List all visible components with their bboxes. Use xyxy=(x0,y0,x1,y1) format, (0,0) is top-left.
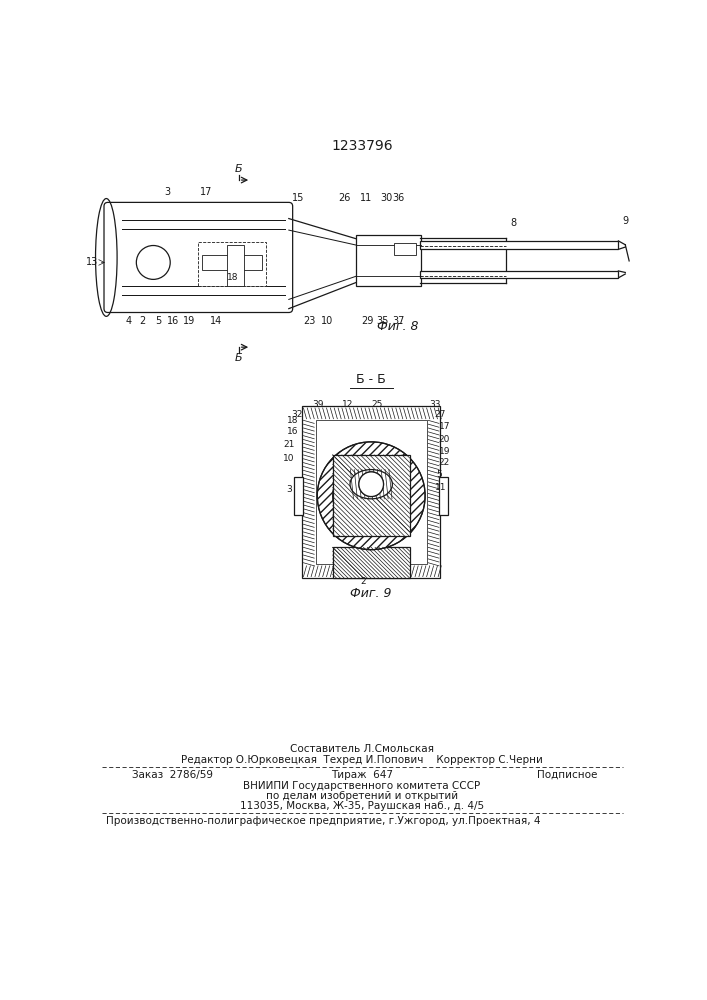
Text: 30: 30 xyxy=(380,193,392,203)
Text: 8: 8 xyxy=(510,218,517,228)
Text: 13: 13 xyxy=(86,257,98,267)
Bar xyxy=(439,477,448,515)
Text: Фиг. 9: Фиг. 9 xyxy=(351,587,392,600)
Text: 15: 15 xyxy=(292,193,304,203)
Text: 23: 23 xyxy=(303,316,316,326)
Text: 36: 36 xyxy=(392,193,404,203)
Text: 11: 11 xyxy=(360,193,372,203)
Bar xyxy=(316,420,426,564)
Text: 33: 33 xyxy=(429,400,441,409)
Text: 16: 16 xyxy=(167,316,180,326)
Text: 5: 5 xyxy=(436,470,442,479)
Text: 29: 29 xyxy=(361,316,373,326)
Text: 21: 21 xyxy=(283,440,295,449)
Text: 1233796: 1233796 xyxy=(331,139,393,153)
Text: ВНИИПИ Государственного комитета СССР: ВНИИПИ Государственного комитета СССР xyxy=(243,781,481,791)
Bar xyxy=(302,406,440,578)
Text: Производственно-полиграфическое предприятие, г.Ужгород, ул.Проектная, 4: Производственно-полиграфическое предприя… xyxy=(105,816,540,826)
Text: 3: 3 xyxy=(164,187,170,197)
Text: Б - Б: Б - Б xyxy=(356,373,386,386)
Text: Б: Б xyxy=(235,353,243,363)
Text: 27: 27 xyxy=(435,410,446,419)
Text: Б: Б xyxy=(235,164,243,174)
Ellipse shape xyxy=(350,470,392,499)
Text: 11: 11 xyxy=(435,483,446,492)
Text: 17: 17 xyxy=(199,187,212,197)
Bar xyxy=(201,255,262,270)
Text: Тираж  647: Тираж 647 xyxy=(331,770,393,780)
Text: по делам изобретений и открытий: по делам изобретений и открытий xyxy=(266,791,458,801)
Text: 25: 25 xyxy=(372,400,383,409)
Text: Подписное: Подписное xyxy=(537,770,597,780)
Bar xyxy=(333,455,409,536)
FancyBboxPatch shape xyxy=(104,202,293,312)
Bar xyxy=(294,477,303,515)
Text: 19: 19 xyxy=(182,316,195,326)
Text: 18: 18 xyxy=(287,416,298,425)
Bar xyxy=(395,243,416,255)
Text: Фиг. 8: Фиг. 8 xyxy=(378,320,419,333)
Text: 32: 32 xyxy=(291,410,302,419)
Text: Составитель Л.Смольская: Составитель Л.Смольская xyxy=(290,744,434,754)
Circle shape xyxy=(359,472,383,497)
Text: 5: 5 xyxy=(155,316,161,326)
Text: 26: 26 xyxy=(338,193,351,203)
Bar xyxy=(420,271,619,278)
Text: 3: 3 xyxy=(286,485,292,494)
Text: 10: 10 xyxy=(321,316,334,326)
Text: 39: 39 xyxy=(312,400,324,409)
Text: 14: 14 xyxy=(209,316,222,326)
Text: 19: 19 xyxy=(438,447,450,456)
Text: 16: 16 xyxy=(287,427,298,436)
Text: 113035, Москва, Ж-35, Раушская наб., д. 4/5: 113035, Москва, Ж-35, Раушская наб., д. … xyxy=(240,801,484,811)
Text: 2: 2 xyxy=(361,578,366,586)
Text: 22: 22 xyxy=(439,458,450,467)
Text: Заказ  2786/59: Заказ 2786/59 xyxy=(132,770,214,780)
Text: 20: 20 xyxy=(438,435,450,444)
Text: 12: 12 xyxy=(342,400,354,409)
Text: 18: 18 xyxy=(227,273,238,282)
Bar xyxy=(227,245,244,286)
Text: 10: 10 xyxy=(283,454,295,463)
Circle shape xyxy=(317,442,425,550)
Text: 2: 2 xyxy=(139,316,146,326)
Bar xyxy=(333,547,409,578)
Bar xyxy=(420,241,619,249)
Bar xyxy=(198,242,266,286)
Text: 37: 37 xyxy=(392,316,404,326)
Text: Редактор О.Юрковецкая  Техред И.Попович    Корректор С.Черни: Редактор О.Юрковецкая Техред И.Попович К… xyxy=(181,755,543,765)
Circle shape xyxy=(333,457,409,534)
Text: 4: 4 xyxy=(126,316,132,326)
Bar xyxy=(356,235,421,286)
Circle shape xyxy=(359,472,383,497)
Text: 17: 17 xyxy=(438,422,450,431)
Text: 9: 9 xyxy=(622,216,629,226)
Text: 35: 35 xyxy=(377,316,389,326)
